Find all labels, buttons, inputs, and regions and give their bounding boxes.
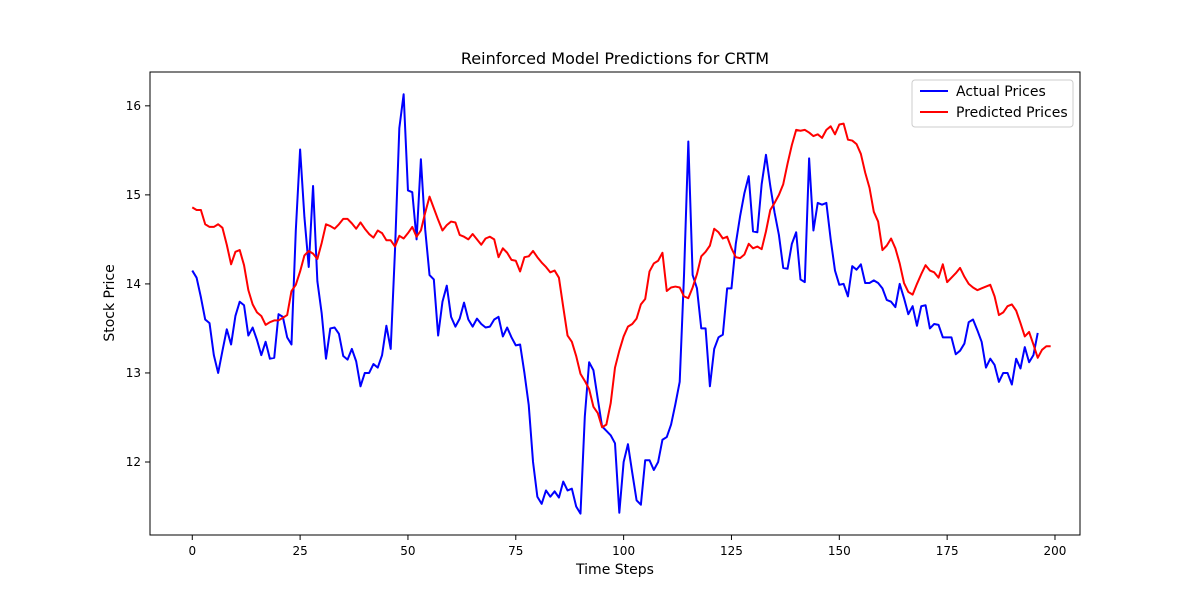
x-tick-label: 25	[292, 544, 307, 558]
x-tick-label: 125	[720, 544, 743, 558]
y-tick-label: 13	[126, 366, 141, 380]
chart-title: Reinforced Model Predictions for CRTM	[461, 49, 769, 68]
series-line-predicted-prices	[191, 122, 1051, 429]
x-tick-label: 75	[508, 544, 523, 558]
y-axis-ticks: 12 13 14 15 16	[126, 99, 150, 469]
x-axis-label: Time Steps	[575, 562, 654, 578]
y-tick-label: 16	[126, 99, 141, 113]
plot-area-frame	[149, 71, 1081, 536]
x-tick-label: 50	[400, 544, 415, 558]
legend-label-predicted-prices: Predicted Prices	[956, 105, 1068, 121]
legend: Actual Prices Predicted Prices	[911, 79, 1074, 128]
x-tick-label: 175	[936, 544, 959, 558]
y-axis-label: Stock Price	[102, 264, 118, 341]
series-line-actual-prices	[191, 93, 1039, 515]
y-tick-label: 12	[126, 455, 141, 469]
x-axis-ticks: 0 25 50 75 100 125 150 175 200	[188, 535, 1066, 558]
y-tick-label: 15	[126, 188, 141, 202]
x-tick-label: 100	[612, 544, 635, 558]
x-tick-label: 150	[828, 544, 851, 558]
series-layer	[191, 93, 1051, 515]
x-tick-label: 200	[1044, 544, 1067, 558]
legend-box	[911, 79, 1074, 128]
y-tick-label: 14	[126, 277, 141, 291]
legend-label-actual-prices: Actual Prices	[956, 84, 1046, 100]
x-tick-label: 0	[188, 544, 196, 558]
